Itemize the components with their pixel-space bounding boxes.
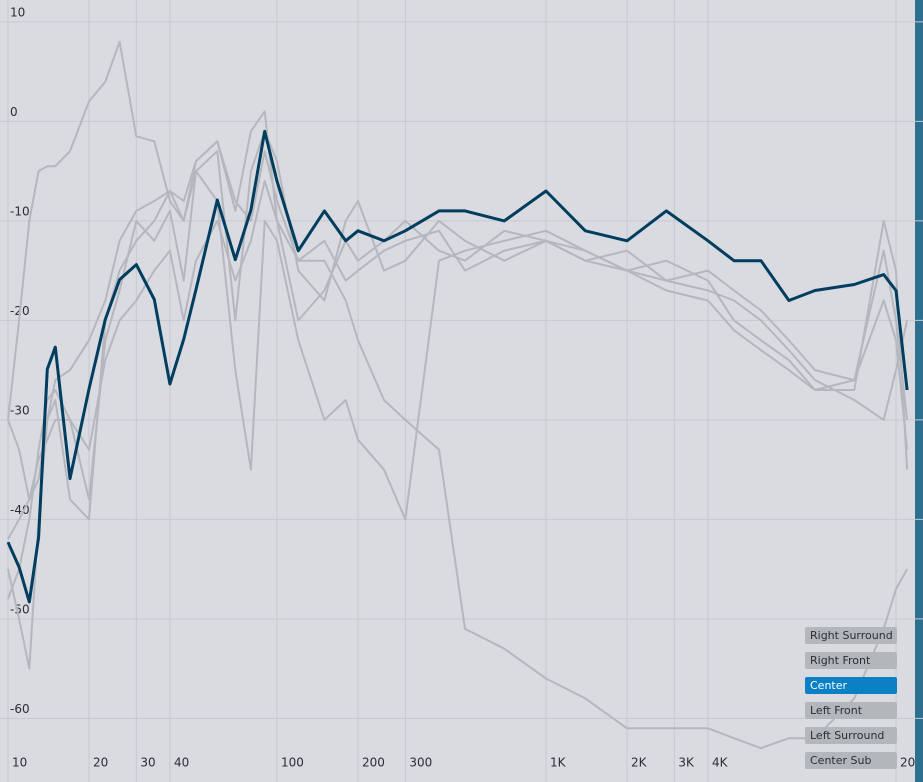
x-tick-label: 10 — [12, 756, 27, 770]
legend-label[interactable]: Right Surround — [810, 629, 893, 642]
y-tick-label: -50 — [10, 602, 30, 616]
y-tick-label: -60 — [10, 702, 30, 716]
legend: Right Surround Right Front Center Left Fron… — [805, 627, 897, 769]
legend-label[interactable]: Right Front — [810, 654, 871, 667]
legend-button-bg[interactable] — [805, 702, 897, 719]
legend-button[interactable]: Center Sub — [805, 752, 897, 769]
x-tick-label: 30 — [140, 756, 155, 770]
x-tick-label: 20 — [93, 756, 108, 770]
line — [7, 170, 909, 600]
x-tick-label: 2K — [631, 756, 648, 770]
line — [7, 130, 909, 501]
legend-button[interactable]: Center — [805, 677, 897, 694]
legend-label[interactable]: Left Surround — [810, 729, 884, 742]
legend-button[interactable]: Left Front — [805, 702, 897, 719]
legend-label[interactable]: Left Front — [810, 704, 863, 717]
legend-button-bg[interactable] — [805, 627, 897, 644]
y-tick-label: -10 — [10, 204, 30, 218]
line — [7, 40, 908, 750]
x-tick-label: 1K — [550, 756, 567, 770]
legend-button[interactable]: Right Front — [805, 652, 897, 669]
y-tick-label: 0 — [10, 105, 18, 119]
x-tick-label: 100 — [281, 756, 304, 770]
x-tick-label: 3K — [678, 756, 695, 770]
legend-button[interactable]: Left Surround — [805, 727, 897, 744]
legend-button-bg[interactable] — [805, 752, 897, 769]
side-strip — [915, 0, 923, 782]
x-tick-label: 200 — [362, 756, 385, 770]
x-tick-label: 4K — [712, 756, 729, 770]
line — [7, 180, 909, 540]
legend-button[interactable]: Right Surround — [805, 627, 897, 644]
x-tick-label: 300 — [409, 756, 432, 770]
x-tick-label: 20 — [900, 756, 915, 770]
legend-button-bg[interactable] — [805, 652, 897, 669]
active-line — [6, 129, 909, 604]
y-tick-label: 10 — [10, 5, 25, 19]
legend-button-bg[interactable] — [805, 727, 897, 744]
y-tick-label: -30 — [10, 403, 30, 417]
legend-label[interactable]: Center Sub — [810, 754, 871, 767]
legend-label[interactable]: Center — [810, 679, 848, 692]
line — [7, 110, 909, 670]
x-tick-label: 40 — [174, 756, 189, 770]
legend-button-bg[interactable] — [805, 677, 897, 694]
